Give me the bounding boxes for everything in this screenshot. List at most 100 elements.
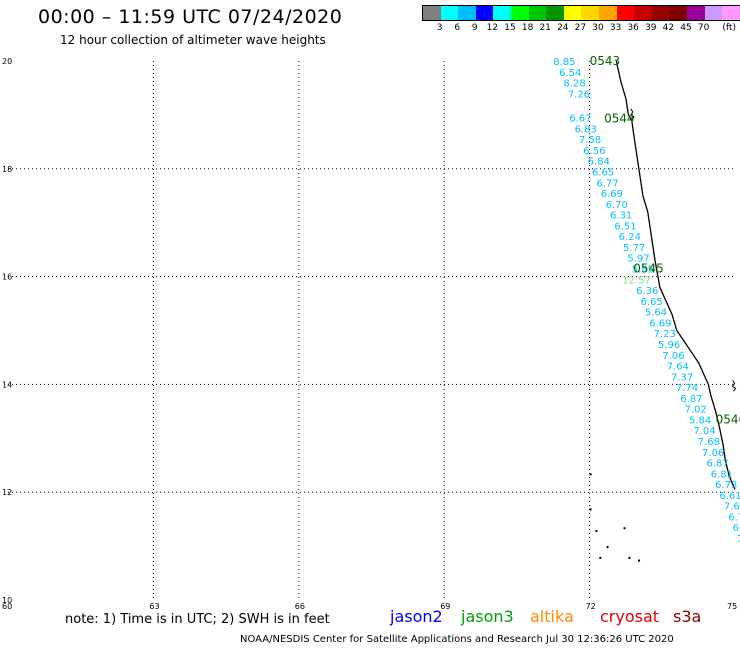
scale-swatch [423,6,441,20]
wave-height-label: 6.69 [601,189,623,200]
scale-swatch [669,6,687,20]
scale-swatch [634,6,652,20]
wave-height-label: 8.28 [563,79,585,90]
wave-height-label: 6.31 [610,211,632,222]
wave-height-label: 6.87 [706,459,728,470]
lat-tick-label: 14 [2,380,12,389]
wave-height-label: 5.96 [658,340,680,351]
lon-tick-label: 66 [295,602,305,611]
wave-height-label: 7.68 [698,437,720,448]
lon-tick-label: 60 [2,602,12,611]
lat-tick-label: 12 [2,488,12,497]
wave-height-label: 5.64 [645,308,667,319]
wave-height-label: 6.70 [606,200,628,211]
scale-swatch [704,6,723,20]
pass-time-label: 0545 [633,262,664,276]
wave-height-label: 6.54 [559,68,581,79]
lat-tick-label: 18 [2,165,12,174]
scale-label: 70 [697,23,710,33]
map-grid [8,61,735,600]
satellite-jason3: jason3 [461,607,514,626]
scale-swatch [616,6,635,20]
wave-height-label: 7.04 [693,426,715,437]
wave-height-label: 6.75 [728,512,740,523]
wave-height-label: 7.37 [671,372,693,383]
lon-tick-label: 75 [727,602,737,611]
wave-height-color-scale [422,5,740,21]
lon-tick-label: 63 [149,602,159,611]
map-subtitle: 12 hour collection of altimeter wave hei… [60,33,326,47]
wave-height-label: 6.65 [640,297,662,308]
map-title: 00:00 – 11:59 UTC 07/24/2020 [38,6,343,28]
coastline [589,60,737,562]
island-mark [589,508,592,511]
scale-label: 45 [680,23,692,33]
scale-swatch [510,6,529,20]
wave-height-label: 6.65 [592,167,614,178]
satellite-cryosat: cryosat [600,607,660,626]
scale-swatch [598,6,617,20]
scale-label: 42 [662,23,675,33]
pass-time-label: 0544 [604,112,635,126]
wave-height-label: 7.06 [702,448,724,459]
satellite-s3a: s3a [673,607,702,626]
wave-height-label: 7.58 [579,135,601,146]
scale-swatch [475,6,494,20]
satellite-jason2: jason2 [390,607,443,626]
scale-swatch [546,6,564,20]
lon-tick-label: 72 [586,602,596,611]
scale-swatch [493,6,511,20]
wave-height-label: 6.87 [680,394,702,405]
wave-height-label: 12.57 [622,275,651,286]
scale-label: 30 [592,23,604,33]
lat-tick-label: 16 [2,273,12,282]
wave-height-label: 5.85 [632,265,654,276]
wave-height-label: 7.02 [685,405,707,416]
wave-height-label: 8.85 [553,57,575,68]
coast-line [615,60,736,490]
credit-line: NOAA/NESDIS Center for Satellite Applica… [240,634,674,645]
coast-detail [630,108,635,121]
wave-height-label: 6.06 [733,523,740,534]
lat-tick-label: 10 [2,596,12,605]
wave-height-label: 6.24 [619,232,641,243]
scale-label: 27 [574,23,587,33]
scale-label: 33 [609,23,622,33]
coast-detail [731,380,737,392]
scale-swatch [563,6,582,20]
lon-tick-label: 69 [440,602,450,611]
wave-height-label: 7.67 [724,502,740,513]
island-mark [589,473,592,476]
wave-height-label: 6.61 [719,491,740,502]
wave-height-label: 7.26 [568,89,590,100]
scale-label: 24 [557,23,569,33]
scale-label: 3 [436,23,443,33]
lat-tick-label: 20 [2,57,12,66]
scale-label: 6 [454,23,461,33]
wave-height-label: 6.81 [711,469,733,480]
wave-height-label: 7.06 [662,351,684,362]
wave-height-label: 6.73 [715,480,737,491]
scale-swatch [581,6,599,20]
wave-height-label: 6.77 [596,178,618,189]
scale-swatch [686,6,705,20]
scale-label: (ft) [722,23,736,33]
wave-height-label: 6.51 [614,221,636,232]
wave-height-label: 6.67 [569,114,591,125]
wave-height-label: 7.78 [737,534,740,545]
scale-label: 21 [539,23,551,33]
wave-height-label: 6.69 [649,318,671,329]
wave-height-label: 6.84 [588,157,610,168]
scale-label: 18 [521,23,534,33]
pass-time-label: 0543 [590,54,621,68]
scale-swatch [440,6,459,20]
wave-height-label: 5.97 [627,254,649,265]
wave-height-label: 6.83 [575,124,597,135]
island-mark [638,559,641,562]
island-mark [628,556,631,559]
scale-label: 9 [471,23,478,33]
wave-height-label: 5.84 [689,415,711,426]
wave-height-labels: 8.856.548.287.266.676.837.586.566.846.65… [553,57,740,545]
